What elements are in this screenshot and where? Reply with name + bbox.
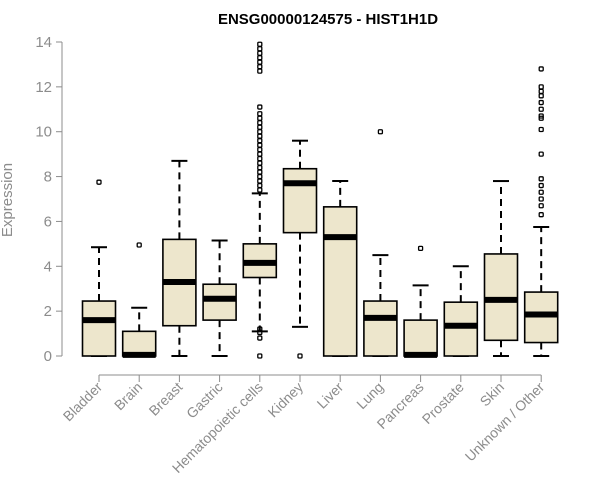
outlier-point (96, 179, 102, 185)
outlier-point (257, 160, 263, 166)
outlier-point (257, 68, 263, 74)
outlier-point (538, 106, 544, 112)
outlier-point (538, 203, 544, 209)
outlier-point (257, 142, 263, 148)
outlier-point (136, 242, 142, 248)
box-iqr (363, 300, 398, 357)
outlier-point (417, 245, 424, 251)
outlier-point (538, 212, 544, 218)
outlier-point (257, 353, 263, 359)
x-tick-label: Brain (111, 379, 145, 413)
outlier-point (257, 138, 263, 144)
outlier-point (257, 182, 263, 189)
y-tick-label: 12 (35, 79, 52, 96)
outlier-point (538, 126, 544, 133)
box-iqr (81, 300, 117, 357)
outlier-point (377, 129, 384, 135)
box-iqr (403, 319, 438, 357)
outlier-point (257, 64, 263, 70)
outlier-point (257, 133, 263, 139)
outlier-point (257, 335, 263, 341)
outlier-point (257, 173, 263, 180)
outlier-point (257, 169, 263, 175)
x-tick-label: Breast (146, 379, 186, 419)
y-tick-label: 10 (35, 124, 52, 141)
outlier-point (538, 176, 544, 182)
outlier-point (257, 151, 263, 157)
outlier-point (257, 178, 263, 184)
box-iqr (282, 167, 318, 234)
outlier-point (538, 196, 544, 202)
x-tick-label: Liver (314, 379, 347, 412)
x-tick-label: Prostate (419, 379, 467, 427)
chart-title: ENSG00000124575 - HIST1H1D (218, 11, 438, 28)
outlier-point (257, 155, 263, 162)
y-tick-label: 0 (44, 348, 52, 365)
y-tick-label: 6 (44, 213, 52, 230)
outlier-point (257, 46, 263, 52)
outlier-point (257, 187, 263, 193)
outlier-point (257, 120, 263, 126)
outlier-point (257, 111, 263, 117)
box-iqr (443, 301, 479, 357)
box-iqr (322, 206, 358, 357)
outlier-point (538, 88, 544, 94)
outlier-point (538, 182, 544, 189)
outlier-point (297, 353, 303, 359)
x-tick-label: Kidney (265, 379, 307, 421)
outlier-point (538, 93, 544, 99)
outlier-point (538, 189, 544, 195)
outlier-point (257, 129, 263, 135)
x-tick-label: Lung (353, 379, 386, 412)
y-tick-label: 2 (44, 303, 52, 320)
outlier-point (538, 113, 544, 119)
outlier-point (257, 164, 263, 171)
outlier-point (257, 59, 263, 65)
outlier-point (538, 151, 544, 157)
outlier-point (257, 55, 263, 61)
outlier-point (257, 41, 263, 47)
outlier-point (257, 50, 263, 56)
outlier-point (257, 124, 263, 130)
outlier-point (257, 115, 263, 121)
x-tick-label: Skin (477, 379, 508, 410)
y-axis-label: Expression (0, 163, 16, 237)
y-tick-label: 8 (44, 169, 52, 186)
x-tick-label: Bladder (60, 379, 106, 425)
outlier-point (538, 84, 544, 90)
outlier-point (538, 99, 544, 106)
y-tick-label: 14 (35, 34, 52, 51)
outlier-point (257, 326, 263, 332)
y-tick-label: 4 (44, 258, 52, 275)
outlier-point (538, 66, 544, 72)
outlier-point (257, 104, 263, 110)
box-iqr (202, 283, 237, 321)
outlier-point (257, 147, 263, 153)
